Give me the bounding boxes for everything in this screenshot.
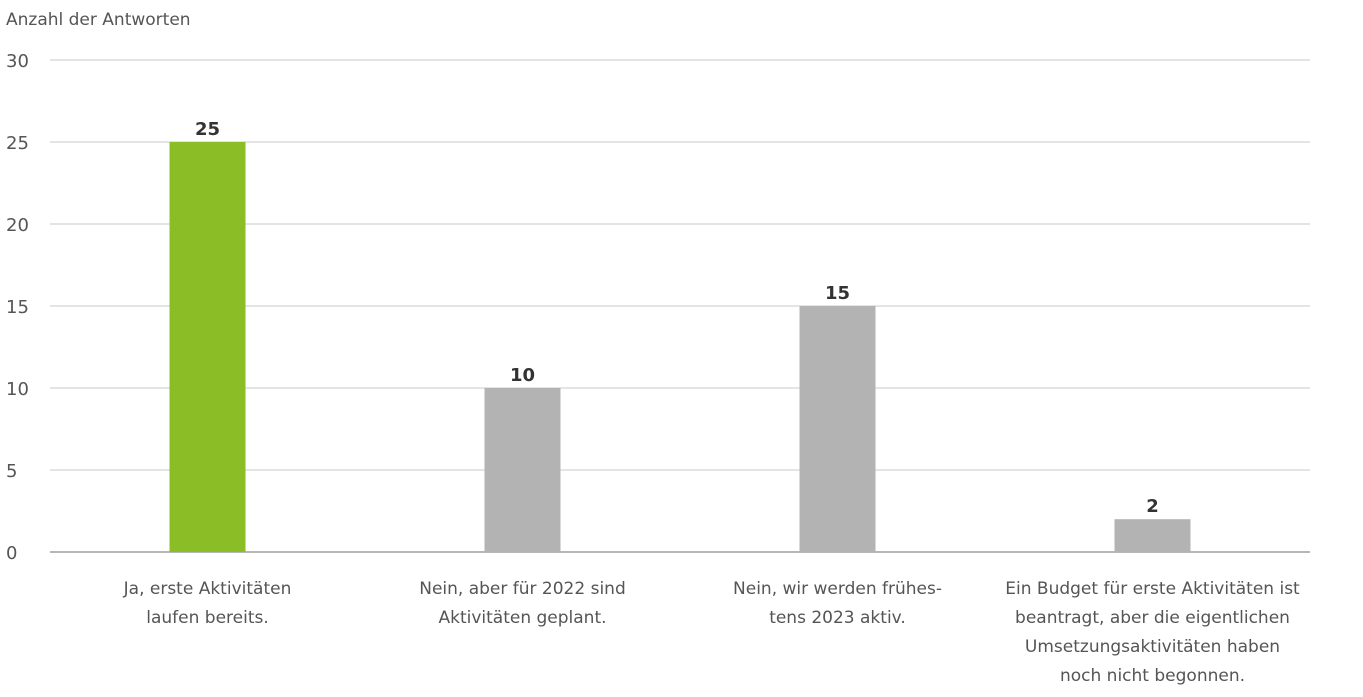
y-tick-label: 10	[6, 379, 29, 400]
category-label: Ja, erste Aktivitäten laufen bereits.	[123, 579, 292, 628]
category-label-line: tens 2023 aktiv.	[769, 608, 906, 628]
category-label-line: beantragt, aber die eigentlichen	[1015, 608, 1290, 628]
data-label: 10	[510, 365, 535, 386]
data-label: 25	[195, 119, 220, 140]
bar	[1115, 519, 1191, 552]
category-label: Ein Budget für erste Aktivitäten ist bean…	[1005, 579, 1300, 686]
y-axis-label: Anzahl der Antworten	[6, 10, 191, 30]
category-label-line: noch nicht begonnen.	[1060, 666, 1245, 686]
category-labels: Ja, erste Aktivitäten laufen bereits. Nein…	[123, 579, 1300, 686]
category-label-line: Nein, aber für 2022 sind	[419, 579, 626, 599]
bar	[485, 388, 561, 552]
category-label-line: laufen bereits.	[146, 608, 269, 628]
bar	[800, 306, 876, 552]
y-axis-ticks: 0 5 10 15 20 25 30	[6, 51, 29, 564]
category-label: Nein, wir werden frühes-tens 2023 aktiv.	[733, 579, 942, 628]
category-label-line: Umsetzungsaktivitäten haben	[1025, 637, 1280, 657]
category-label: Nein, aber für 2022 sind Aktivitäten gepl…	[419, 579, 626, 628]
y-tick-label: 15	[6, 297, 29, 318]
category-label-line: Aktivitäten geplant.	[438, 608, 606, 628]
data-label: 2	[1146, 496, 1159, 517]
category-label-line: Ja, erste Aktivitäten	[123, 579, 292, 599]
bar	[170, 142, 246, 552]
value-labels: 25 10 15 2	[195, 119, 1159, 517]
y-tick-label: 30	[6, 51, 29, 72]
category-label-line: Ein Budget für erste Aktivitäten ist	[1005, 579, 1300, 599]
y-tick-label: 20	[6, 215, 29, 236]
y-tick-label: 0	[6, 543, 17, 564]
y-tick-label: 25	[6, 133, 29, 154]
bars	[170, 142, 1191, 552]
category-label-line: Nein, wir werden frühes-	[733, 579, 942, 599]
y-tick-label: 5	[6, 461, 17, 482]
data-label: 15	[825, 283, 850, 304]
